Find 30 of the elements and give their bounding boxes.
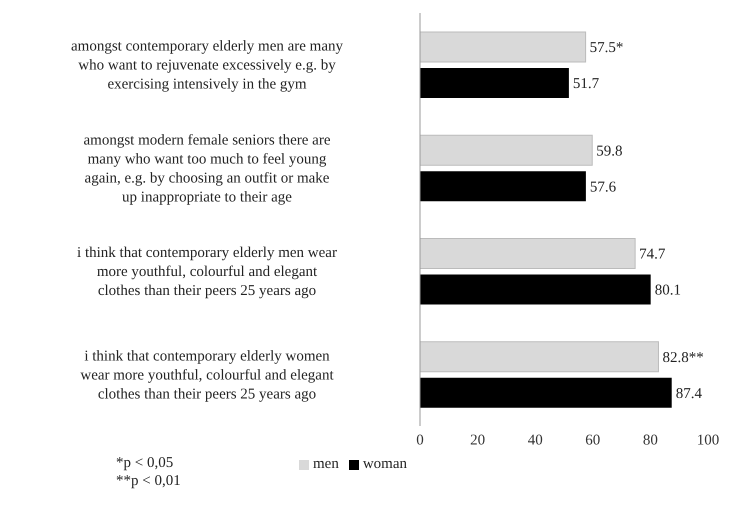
x-tick-label: 100 — [696, 432, 720, 449]
legend-label: men — [313, 456, 339, 472]
bar — [420, 341, 659, 372]
bar — [420, 134, 593, 166]
bar — [420, 68, 569, 98]
x-tick-label: 80 — [642, 432, 658, 449]
y-tick-label: i think that contemporary elderly women wear more youthful, colourful and elegant clothes than their peers 25 years ago — [80, 348, 334, 402]
data-label: 74.7 — [639, 246, 666, 262]
x-tick-label: 40 — [528, 432, 543, 449]
data-label: 57.5* — [590, 40, 624, 56]
y-tick-label: i think that contemporary elderly men wear more youthful, colourful and elegant clothes than their peers 25 years ago — [77, 245, 337, 300]
bar — [420, 171, 586, 202]
bar — [420, 32, 586, 62]
text: *p < 0,05 — [116, 454, 174, 472]
data-label: 57.6 — [590, 179, 617, 196]
x-tick-label: 0 — [416, 432, 424, 449]
data-label: 82.8** — [662, 350, 704, 366]
bar — [420, 238, 636, 269]
x-tick-label: 60 — [585, 432, 600, 449]
data-label: 59.8 — [596, 143, 622, 160]
x-tick-label: 20 — [470, 432, 486, 449]
data-label: 87.4 — [676, 386, 702, 402]
data-label: 51.7 — [572, 76, 600, 92]
y-tick-label: amongst modern female seniors there are many who want too much to feel young again, e.g. by choosing an outfit or make up inappropriate to their age — [84, 132, 331, 206]
legend-label: woman — [362, 456, 407, 472]
bar — [420, 378, 672, 408]
data-label: 80.1 — [654, 282, 681, 298]
text: **p < 0,01 — [116, 472, 181, 490]
y-tick-label: amongst contemporary elderly men are many who want to rejuvenate excessively e.g. by exercising intensively in the gym — [71, 38, 344, 93]
bar — [420, 274, 651, 304]
